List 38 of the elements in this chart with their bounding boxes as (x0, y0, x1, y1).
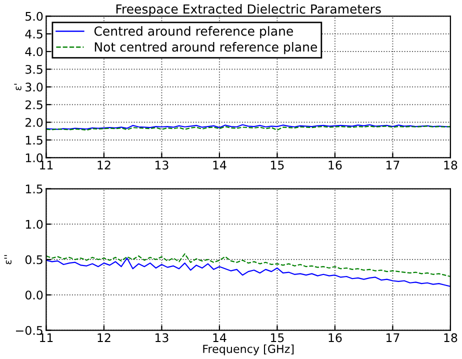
x-tick-label: 18 (444, 160, 458, 170)
y-tick-label: 1.5 (26, 184, 42, 194)
x-tick-label: 12 (98, 160, 110, 170)
legend-label: Centred around reference plane (94, 26, 293, 38)
y-tick-label: 1.0 (26, 220, 43, 229)
y-tick-label: 1.0 (26, 153, 43, 162)
y-tick-label: 0.0 (25, 290, 43, 300)
y-tick-label: 5.0 (26, 12, 43, 21)
x-tick-label: 12 (98, 333, 110, 342)
x-tick-label: 17 (386, 160, 400, 170)
x-axis-title: Frequency [GHz] (203, 344, 294, 356)
x-tick-label: 16 (328, 160, 342, 170)
x-tick-label: 17 (386, 333, 400, 342)
x-tick-label: 14 (213, 333, 226, 342)
line-series (46, 253, 450, 278)
x-tick-label: 13 (155, 160, 168, 170)
y-axis-title: ε' (14, 84, 22, 90)
y-tick-label: 3.5 (26, 64, 42, 74)
y-axis-title: ε'' (4, 255, 12, 264)
x-tick-label: 11 (40, 160, 53, 170)
legend-label: Not centred around reference plane (94, 42, 317, 54)
y-tick-label: −0.5 (16, 326, 42, 335)
y-tick-label: 1.5 (26, 136, 42, 145)
y-tick-label: 0.5 (25, 255, 42, 264)
x-tick-label: 11 (40, 333, 53, 342)
chart-title: Freespace Extracted Dielectric Parameters (116, 4, 381, 16)
x-tick-label: 15 (270, 160, 284, 170)
x-tick-label: 15 (270, 333, 284, 342)
x-tick-label: 14 (213, 160, 226, 170)
y-tick-label: 4.5 (25, 30, 42, 38)
y-tick-label: 3.0 (26, 82, 43, 92)
x-tick-label: 18 (444, 333, 458, 342)
x-tick-label: 16 (328, 333, 342, 342)
y-tick-label: 2.0 (26, 118, 43, 127)
y-tick-label: 2.5 (26, 100, 42, 110)
y-tick-label: 4.0 (25, 47, 43, 56)
x-tick-label: 13 (155, 333, 168, 342)
line-series (46, 258, 450, 287)
